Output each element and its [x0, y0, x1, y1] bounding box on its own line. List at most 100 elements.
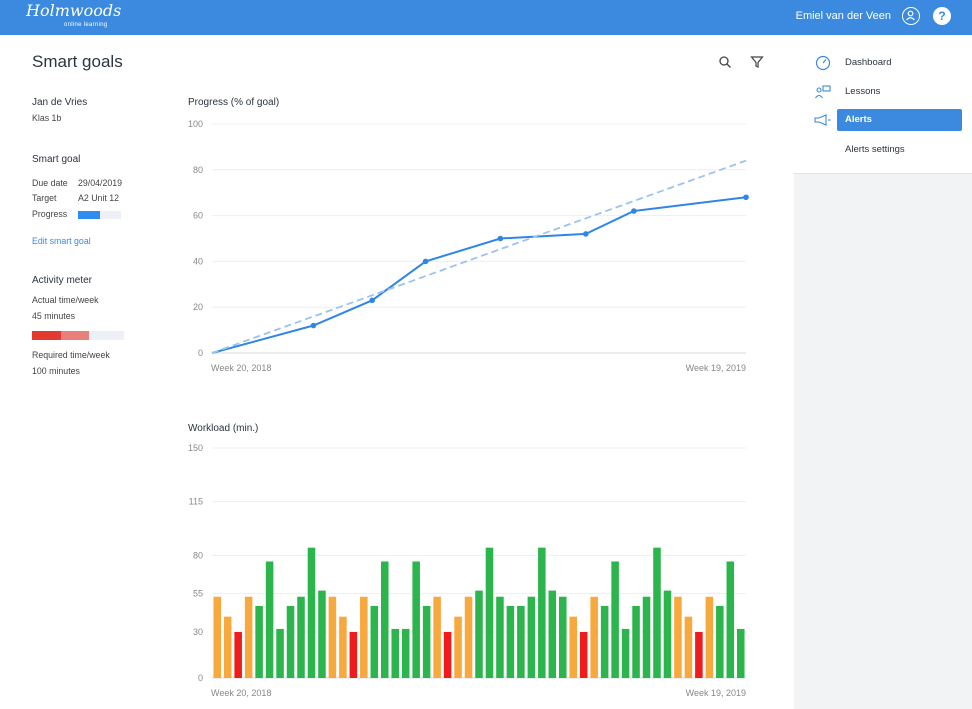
lessons-icon: [815, 85, 831, 99]
search-icon[interactable]: [718, 55, 732, 69]
workload-bar: [454, 616, 462, 678]
activity-meter-partial: [61, 331, 89, 340]
activity-meter-bar: [32, 331, 124, 340]
workload-bar: [726, 561, 735, 678]
workload-bar: [475, 590, 483, 678]
workload-bar: [600, 605, 609, 678]
workload-bar: [569, 616, 578, 678]
workload-bar: [517, 605, 525, 678]
workload-bar: [695, 632, 703, 678]
filter-icon[interactable]: [750, 55, 764, 69]
workload-bar: [276, 628, 284, 678]
activity-heading: Activity meter: [32, 275, 93, 286]
actual-time-label: Actual time/week: [32, 295, 99, 305]
y-tick-label: 60: [193, 211, 203, 221]
workload-bar: [548, 590, 557, 678]
sidebar: Dashboard Lessons Alerts Alerts settings: [794, 35, 972, 709]
x-tick-label: Week 19, 2019: [686, 688, 746, 698]
workload-bar: [506, 605, 515, 678]
progress-chart: 0 20 40 60 80 100 Week 20, 2018 Week 19, 2019: [188, 119, 749, 373]
edit-smart-goal-link[interactable]: Edit smart goal: [32, 236, 91, 246]
brand-tagline: online learning: [64, 22, 108, 28]
workload-bar: [736, 628, 745, 678]
data-point: [743, 194, 749, 201]
y-tick-label: 20: [193, 302, 203, 312]
user-circle-icon[interactable]: [902, 7, 920, 25]
workload-bar: [632, 605, 640, 678]
workload-bar: [558, 596, 567, 678]
workload-chart: 0 30 55 80 115 150 Week 20, 2018 Week 19, 2019: [188, 443, 746, 698]
y-tick-label: 40: [193, 256, 203, 266]
workload-bar: [590, 596, 598, 678]
workload-bar: [307, 547, 316, 678]
workload-bar: [621, 628, 630, 678]
smart-goal-heading: Smart goal: [32, 154, 81, 165]
sidebar-item-dashboard[interactable]: Dashboard: [794, 51, 972, 75]
workload-bar: [464, 596, 473, 678]
workload-bar: [433, 596, 441, 678]
workload-bar: [234, 632, 242, 678]
workload-bar: [485, 547, 494, 678]
data-point: [310, 322, 317, 329]
goal-progress-bar: [78, 211, 121, 219]
y-tick-label: 80: [193, 550, 203, 560]
sidebar-item-alerts[interactable]: Alerts: [794, 109, 972, 133]
workload-bar: [255, 605, 263, 678]
workload-bar: [538, 547, 546, 678]
x-tick-label: Week 20, 2018: [211, 363, 271, 373]
y-tick-label: 0: [198, 673, 203, 683]
required-time-label: Required time/week: [32, 350, 110, 360]
y-tick-label: 115: [189, 497, 203, 507]
sidebar-item-lessons[interactable]: Lessons: [794, 80, 972, 104]
y-tick-label: 80: [193, 165, 203, 175]
y-tick-label: 150: [188, 443, 203, 453]
workload-bar: [663, 590, 672, 678]
student-name: Jan de Vries: [32, 97, 88, 108]
activity-meter-actual: [32, 331, 61, 340]
top-bar: Holmwoods online learning Emiel van der …: [0, 0, 972, 35]
workload-bar: [611, 561, 619, 678]
workload-bar: [716, 605, 724, 678]
sidebar-subitem-alerts-settings[interactable]: Alerts settings: [845, 144, 905, 155]
sidebar-item-label: Alerts: [845, 114, 872, 125]
target-value: A2 Unit 12: [78, 193, 120, 203]
data-point: [583, 231, 589, 237]
goal-progress-fill: [78, 211, 100, 219]
dashboard-gauge-icon: [815, 55, 831, 71]
workload-bar: [244, 596, 253, 678]
sidebar-item-label: Lessons: [845, 86, 881, 97]
data-point: [369, 297, 375, 304]
help-button[interactable]: ?: [933, 7, 951, 25]
workload-bar: [286, 605, 295, 678]
workload-bar: [579, 632, 588, 678]
workload-bar: [328, 596, 337, 678]
workload-bar: [422, 605, 431, 678]
progress-line: [211, 196, 747, 354]
workload-bar: [339, 616, 347, 678]
workload-bar: [496, 596, 504, 678]
brand-logo[interactable]: Holmwoods: [26, 1, 122, 20]
y-tick-label: 30: [193, 627, 203, 637]
workload-bar: [705, 596, 714, 678]
user-name[interactable]: Emiel van der Veen: [795, 10, 891, 22]
workload-bar: [370, 605, 379, 678]
trend-line: [211, 159, 747, 354]
workload-bar: [223, 616, 232, 678]
workload-bar: [297, 596, 305, 678]
megaphone-icon: [814, 114, 831, 126]
workload-bar: [265, 561, 274, 678]
x-tick-label: Week 20, 2018: [211, 688, 271, 698]
page-title: Smart goals: [32, 52, 123, 71]
sidebar-nav: Dashboard Lessons Alerts Alerts settings: [794, 35, 972, 174]
workload-bar: [318, 590, 326, 678]
workload-bar: [527, 596, 536, 678]
workload-bar: [401, 628, 410, 678]
due-date-value: 29/04/2019: [78, 178, 123, 188]
workload-bar: [380, 561, 389, 678]
workload-bar: [349, 632, 358, 678]
data-point: [631, 208, 637, 214]
progress-label: Progress: [32, 209, 68, 219]
workload-bar: [674, 596, 682, 678]
workload-bar: [653, 547, 661, 678]
x-tick-label: Week 19, 2019: [686, 363, 746, 373]
